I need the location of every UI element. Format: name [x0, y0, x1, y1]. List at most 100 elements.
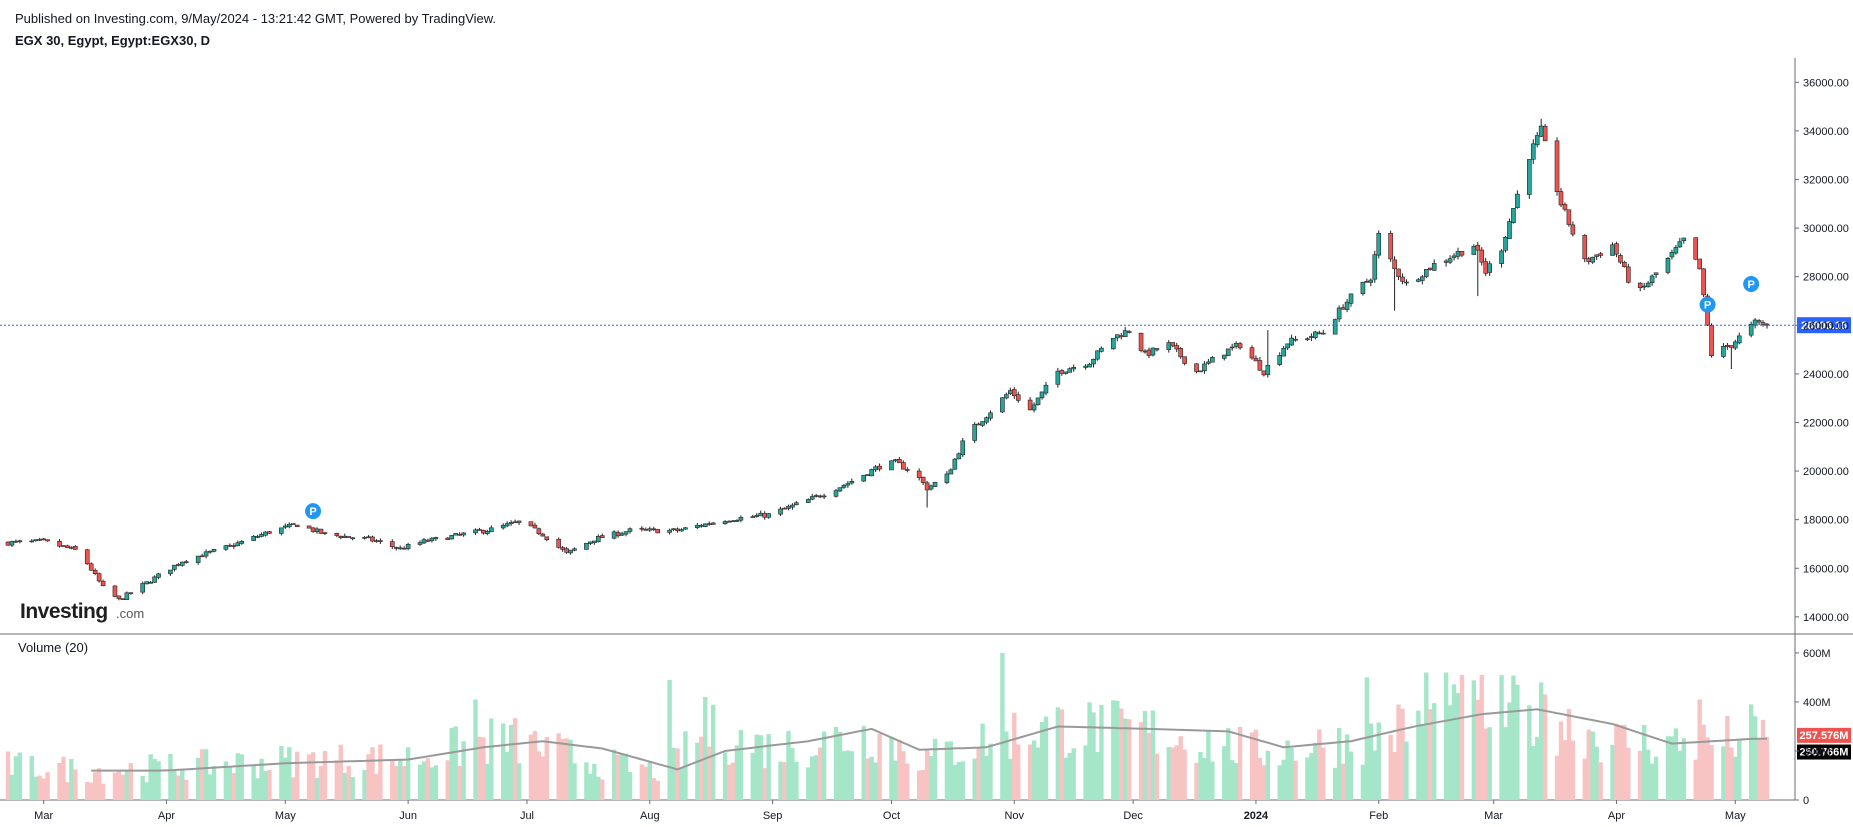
volume-bar	[1562, 740, 1568, 800]
volume-bar	[833, 726, 839, 800]
volume-bar	[1515, 684, 1520, 800]
volume-tick-label: 200M	[1803, 746, 1831, 758]
candle-body	[734, 520, 740, 522]
volume-bar	[5, 751, 11, 800]
candle-body	[251, 535, 256, 541]
last-ma-badge	[1797, 744, 1851, 760]
volume-bar	[504, 751, 510, 800]
volume-bar	[1677, 750, 1683, 800]
volume-bar	[1570, 740, 1576, 800]
volume-bar	[592, 763, 597, 800]
candle-body	[1427, 267, 1433, 270]
event-marker[interactable]	[1743, 275, 1760, 292]
volume-bar	[1388, 734, 1393, 800]
candle-body	[362, 536, 367, 539]
candle-body	[211, 549, 217, 552]
candle-body	[960, 440, 966, 456]
volume-bar	[172, 769, 177, 800]
candle-body	[1431, 263, 1437, 271]
volume-bar	[722, 752, 728, 800]
candle-body	[223, 545, 229, 550]
volume-bar	[639, 764, 645, 800]
volume-bar	[1154, 753, 1160, 800]
candle-body	[37, 539, 42, 541]
volume-bar	[346, 765, 351, 800]
candle-body	[1752, 319, 1758, 326]
logo-suffix: .com	[116, 606, 144, 621]
candle-body	[1142, 350, 1148, 353]
time-tick-label: Sep	[763, 810, 783, 822]
candle-body	[397, 547, 403, 550]
volume-bar	[1428, 709, 1433, 800]
volume-bar	[699, 736, 704, 800]
candle-body	[334, 533, 340, 536]
candle-body	[374, 540, 379, 543]
volume-bar	[1558, 721, 1564, 800]
volume-bar	[976, 747, 981, 800]
price-tick-label: 16000.00	[1803, 563, 1849, 575]
volume-bar	[901, 751, 906, 800]
published-note: Published on Investing.com, 9/May/2024 -…	[15, 11, 497, 26]
volume-bar	[1538, 682, 1544, 800]
volume-bar	[1305, 757, 1310, 800]
candle-body	[750, 516, 756, 518]
volume-bar	[85, 781, 90, 800]
volume-bar	[948, 741, 954, 800]
investing-logo: Investing .com	[20, 600, 144, 623]
event-marker[interactable]	[305, 503, 322, 520]
candle-body	[1015, 394, 1021, 401]
volume-bar	[1459, 674, 1465, 800]
volume-bar	[1091, 712, 1096, 800]
candle-body	[679, 529, 684, 532]
candle-body	[9, 541, 15, 546]
volume-bar	[611, 749, 617, 800]
candle-body	[231, 545, 237, 547]
volume-bar	[1039, 722, 1045, 800]
volume-bar	[394, 765, 399, 800]
volume-bar	[398, 759, 403, 800]
candle-body	[556, 538, 561, 548]
candle-body	[512, 521, 518, 524]
event-markers[interactable]: P P P	[305, 275, 1760, 520]
volume-bar	[560, 738, 565, 800]
volume-bar	[750, 752, 756, 800]
candle-body	[1594, 254, 1599, 257]
volume-bar	[473, 699, 478, 800]
candle-body	[1736, 335, 1742, 344]
candle-body	[195, 555, 201, 563]
candle-body	[592, 540, 597, 543]
candle-body	[1503, 236, 1508, 251]
volume-bar	[873, 762, 878, 800]
candle-body	[615, 532, 621, 537]
candle-body	[588, 541, 593, 544]
candle-body	[1721, 346, 1726, 357]
candle-body	[1031, 404, 1037, 411]
candle-body	[1475, 244, 1481, 251]
candle-body	[1166, 342, 1172, 350]
volume-bar	[489, 718, 494, 800]
candle-body	[148, 582, 153, 584]
volume-bar	[532, 731, 538, 800]
volume-bar	[449, 728, 454, 800]
candle-body	[322, 532, 328, 534]
candle-body	[263, 531, 268, 536]
volume-bar	[1111, 700, 1116, 800]
time-tick-label: Feb	[1369, 810, 1388, 822]
candle-body	[639, 527, 645, 530]
last-price-label: 26003.16	[1801, 320, 1847, 332]
volume-bar	[1756, 737, 1762, 800]
volume-bar	[1249, 732, 1255, 800]
volume-bar	[1705, 737, 1710, 800]
volume-bar	[156, 761, 161, 800]
candle-body	[255, 536, 260, 538]
event-marker[interactable]	[1699, 296, 1716, 313]
candle-body	[833, 490, 839, 497]
volume-bar	[445, 760, 450, 800]
candle-body	[1748, 323, 1754, 336]
candle-body	[1059, 370, 1065, 374]
volume-bar	[1340, 763, 1346, 800]
candle-body	[1372, 254, 1378, 280]
volume-bar	[17, 752, 23, 800]
volume-bar	[889, 737, 894, 800]
